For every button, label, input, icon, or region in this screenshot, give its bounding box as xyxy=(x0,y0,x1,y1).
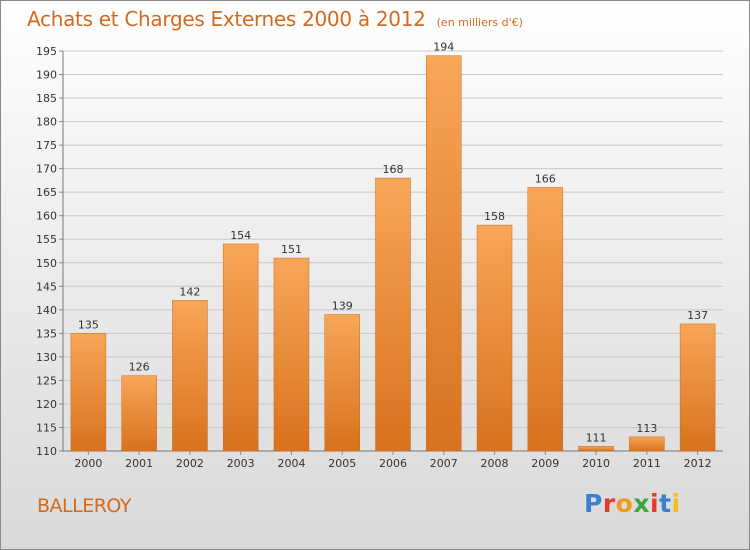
x-tick-label: 2009 xyxy=(531,457,559,470)
y-tick-label: 165 xyxy=(36,186,57,199)
bar-value-label: 137 xyxy=(687,309,708,322)
unit-label: (en milliers d'€) xyxy=(436,16,523,29)
bar xyxy=(578,446,614,452)
bar-value-label: 135 xyxy=(78,318,99,331)
bar xyxy=(273,257,310,452)
bar-value-label: 139 xyxy=(332,300,353,313)
bar-value-label: 111 xyxy=(586,431,607,444)
bar xyxy=(121,375,157,452)
bar-value-label: 166 xyxy=(535,172,556,185)
logo-letter: r xyxy=(602,489,616,518)
bar-value-label: 126 xyxy=(129,361,150,374)
bar xyxy=(70,333,107,452)
y-tick-label: 180 xyxy=(36,116,57,129)
x-tick-label: 2006 xyxy=(379,457,407,470)
x-tick-label: 2002 xyxy=(176,457,204,470)
y-tick-label: 135 xyxy=(36,327,57,340)
y-tick-label: 130 xyxy=(36,351,57,364)
x-tick-label: 2011 xyxy=(633,457,661,470)
commune-name: BALLEROY xyxy=(37,495,131,517)
bar-value-label: 151 xyxy=(281,243,302,256)
y-tick-label: 115 xyxy=(36,421,57,434)
proxiti-logo: Proxiti xyxy=(584,489,681,518)
logo-letter: x xyxy=(633,489,650,518)
bar xyxy=(679,323,716,452)
y-tick-label: 145 xyxy=(36,280,57,293)
x-tick-label: 2005 xyxy=(328,457,356,470)
logo-letter: P xyxy=(584,489,603,518)
x-tick-label: 2000 xyxy=(74,457,102,470)
logo-letter: o xyxy=(615,489,634,518)
bar xyxy=(222,243,259,452)
bar xyxy=(629,436,665,452)
y-tick-label: 190 xyxy=(36,69,57,82)
bar xyxy=(426,55,462,452)
x-tick-label: 2003 xyxy=(227,457,255,470)
bar-value-label: 158 xyxy=(484,210,505,223)
x-tick-label: 2004 xyxy=(277,457,305,470)
bar xyxy=(527,187,564,452)
y-tick-label: 150 xyxy=(36,257,57,270)
bar-value-label: 168 xyxy=(383,163,404,176)
y-tick-label: 140 xyxy=(36,304,57,317)
y-tick-label: 195 xyxy=(36,45,57,58)
y-tick-label: 175 xyxy=(36,139,57,152)
chart-title: Achats et Charges Externes 2000 à 2012 xyxy=(27,7,426,31)
bar xyxy=(476,224,513,452)
logo-letter: i xyxy=(671,489,681,518)
x-tick-label: 2008 xyxy=(481,457,509,470)
y-tick-label: 110 xyxy=(36,445,57,458)
bar-value-label: 142 xyxy=(179,285,200,298)
y-tick-label: 125 xyxy=(36,374,57,387)
bar-value-label: 194 xyxy=(433,41,454,54)
bar xyxy=(172,300,208,452)
y-tick-label: 170 xyxy=(36,163,57,176)
bar xyxy=(324,314,360,452)
y-tick-label: 185 xyxy=(36,92,57,105)
bar-value-label: 154 xyxy=(230,229,251,242)
bar xyxy=(375,177,411,452)
x-tick-label: 2007 xyxy=(430,457,458,470)
x-tick-label: 2010 xyxy=(582,457,610,470)
y-tick-label: 155 xyxy=(36,233,57,246)
bar-value-label: 113 xyxy=(636,422,657,435)
y-tick-label: 160 xyxy=(36,210,57,223)
logo-letter: t xyxy=(659,489,672,518)
title-row: Achats et Charges Externes 2000 à 2012 (… xyxy=(27,7,523,31)
x-tick-label: 2001 xyxy=(125,457,153,470)
y-tick-label: 120 xyxy=(36,398,57,411)
x-tick-label: 2012 xyxy=(684,457,712,470)
logo-letter: i xyxy=(650,489,660,518)
